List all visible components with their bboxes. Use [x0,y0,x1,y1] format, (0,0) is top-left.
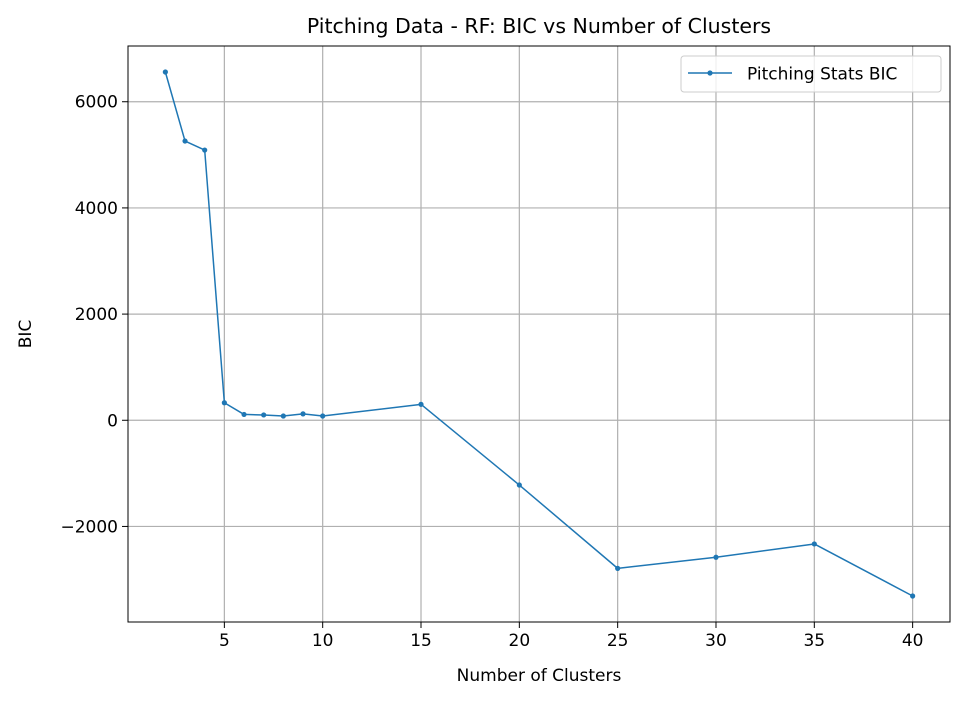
data-point [280,413,286,419]
grid-lines [128,46,950,622]
data-point [221,400,227,406]
data-point [162,69,168,75]
y-tick-label: 0 [107,411,118,431]
x-tick-label: 40 [902,631,924,651]
data-point [300,411,306,417]
data-point [615,565,621,571]
x-tick-label: 30 [705,631,727,651]
x-tick-label: 15 [410,631,432,651]
x-tick-label: 10 [312,631,334,651]
y-tick-label: 6000 [75,93,118,113]
chart-title: Pitching Data - RF: BIC vs Number of Clu… [307,14,771,38]
legend-marker-sample [707,70,713,76]
data-point [418,401,424,407]
y-tick-label: −2000 [60,517,118,537]
axis-ticks: 5 10 15 20 25 30 35 40 −2000 0 2000 4000 6000 [60,93,923,651]
data-point [516,482,522,488]
data-point [202,147,208,153]
data-point [261,412,267,418]
y-tick-label: 2000 [75,305,118,325]
legend-box [680,55,942,93]
legend-label: Pitching Stats BIC [747,65,897,85]
x-tick-label: 20 [509,631,531,651]
x-tick-label: 35 [803,631,825,651]
data-point [811,541,817,547]
x-axis-label: Number of Clusters [457,666,622,686]
axes-frame [127,45,951,623]
y-axis-label: BIC [16,320,36,349]
x-tick-label: 5 [219,631,230,651]
chart-legend: Pitching Stats BIC [680,55,942,93]
data-point [910,593,916,599]
series-layer [162,69,916,599]
data-point [320,413,326,419]
data-point [713,554,719,560]
x-tick-label: 25 [607,631,629,651]
data-point [241,411,247,418]
data-point [182,138,188,144]
y-tick-label: 4000 [75,199,118,219]
